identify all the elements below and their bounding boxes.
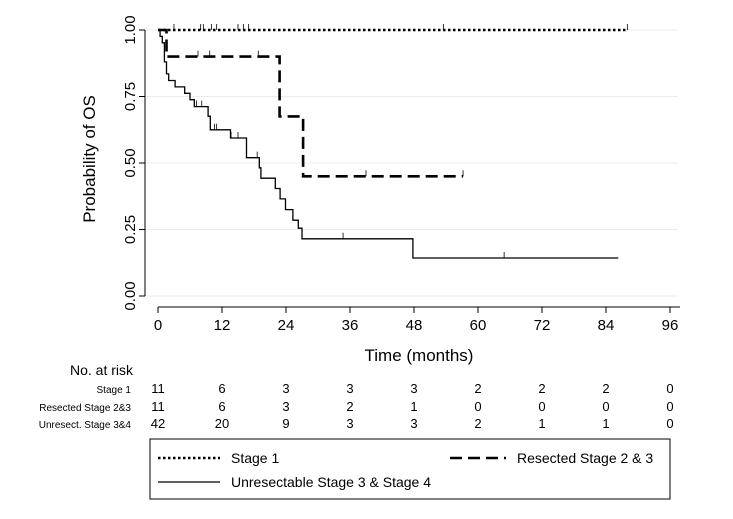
risk-table-title: No. at risk [70,362,134,378]
x-tick-label: 0 [154,317,162,334]
risk-value: 0 [602,399,609,414]
risk-value: 6 [218,399,225,414]
axes [139,29,680,313]
y-tick-label: 0.75 [122,82,139,111]
x-tick-label: 72 [534,317,551,334]
series-line-resected-stage-2-3 [158,28,464,178]
risk-value: 0 [666,381,673,396]
risk-value: 2 [474,381,481,396]
risk-value: 3 [410,416,417,431]
risk-value: 1 [602,416,609,431]
risk-value: 42 [151,416,165,431]
risk-value: 3 [282,399,289,414]
x-tick-label: 84 [598,317,615,334]
y-tick-label: 0.25 [122,215,139,244]
risk-value: 2 [602,381,609,396]
y-axis-title: Probability of OS [80,95,99,223]
risk-value: 1 [410,399,417,414]
x-tick-label: 36 [342,317,359,334]
x-tick-label: 48 [406,317,423,334]
risk-value: 0 [474,399,481,414]
risk-value: 0 [666,399,673,414]
survival-curves [158,24,628,259]
x-tick-label: 60 [470,317,487,334]
legend-box [149,438,671,500]
axis-labels: 0.00 0.25 0.50 0.75 1.00 0 12 24 36 48 60 72 84 96 Tim… [80,15,678,365]
legend-label: Stage 1 [231,450,279,466]
risk-value: 3 [282,381,289,396]
x-axis-title: Time (months) [365,346,474,365]
risk-value: 9 [282,416,289,431]
risk-value: 11 [151,399,165,414]
risk-row-label: Unresect. Stage 3&4 [39,420,132,431]
series-line-unresectable-stage-3-stage-4 [158,29,619,259]
risk-value: 2 [538,381,545,396]
risk-value: 3 [346,416,353,431]
risk-value: 0 [538,399,545,414]
y-tick-label: 1.00 [122,15,139,44]
legend-label: Unresectable Stage 3 & Stage 4 [231,474,431,490]
legend: Stage 1 Resected Stage 2 & 3 Unresectable … [149,438,671,500]
x-tick-label: 12 [214,317,231,334]
risk-value: 0 [666,416,673,431]
risk-value: 2 [346,399,353,414]
risk-row-label: Stage 1 [97,385,132,396]
y-tick-label: 0.50 [122,148,139,177]
gridlines [145,29,678,297]
risk-value: 3 [410,381,417,396]
legend-label: Resected Stage 2 & 3 [517,450,653,466]
y-tick-label: 0.00 [122,281,139,310]
risk-row-label: Resected Stage 2&3 [39,403,131,414]
risk-value: 2 [474,416,481,431]
x-tick-label: 24 [278,317,295,334]
risk-value: 6 [218,381,225,396]
x-tick-label: 96 [662,317,679,334]
risk-value: 20 [215,416,229,431]
risk-value: 1 [538,416,545,431]
risk-value: 11 [151,381,165,396]
risk-value: 3 [346,381,353,396]
